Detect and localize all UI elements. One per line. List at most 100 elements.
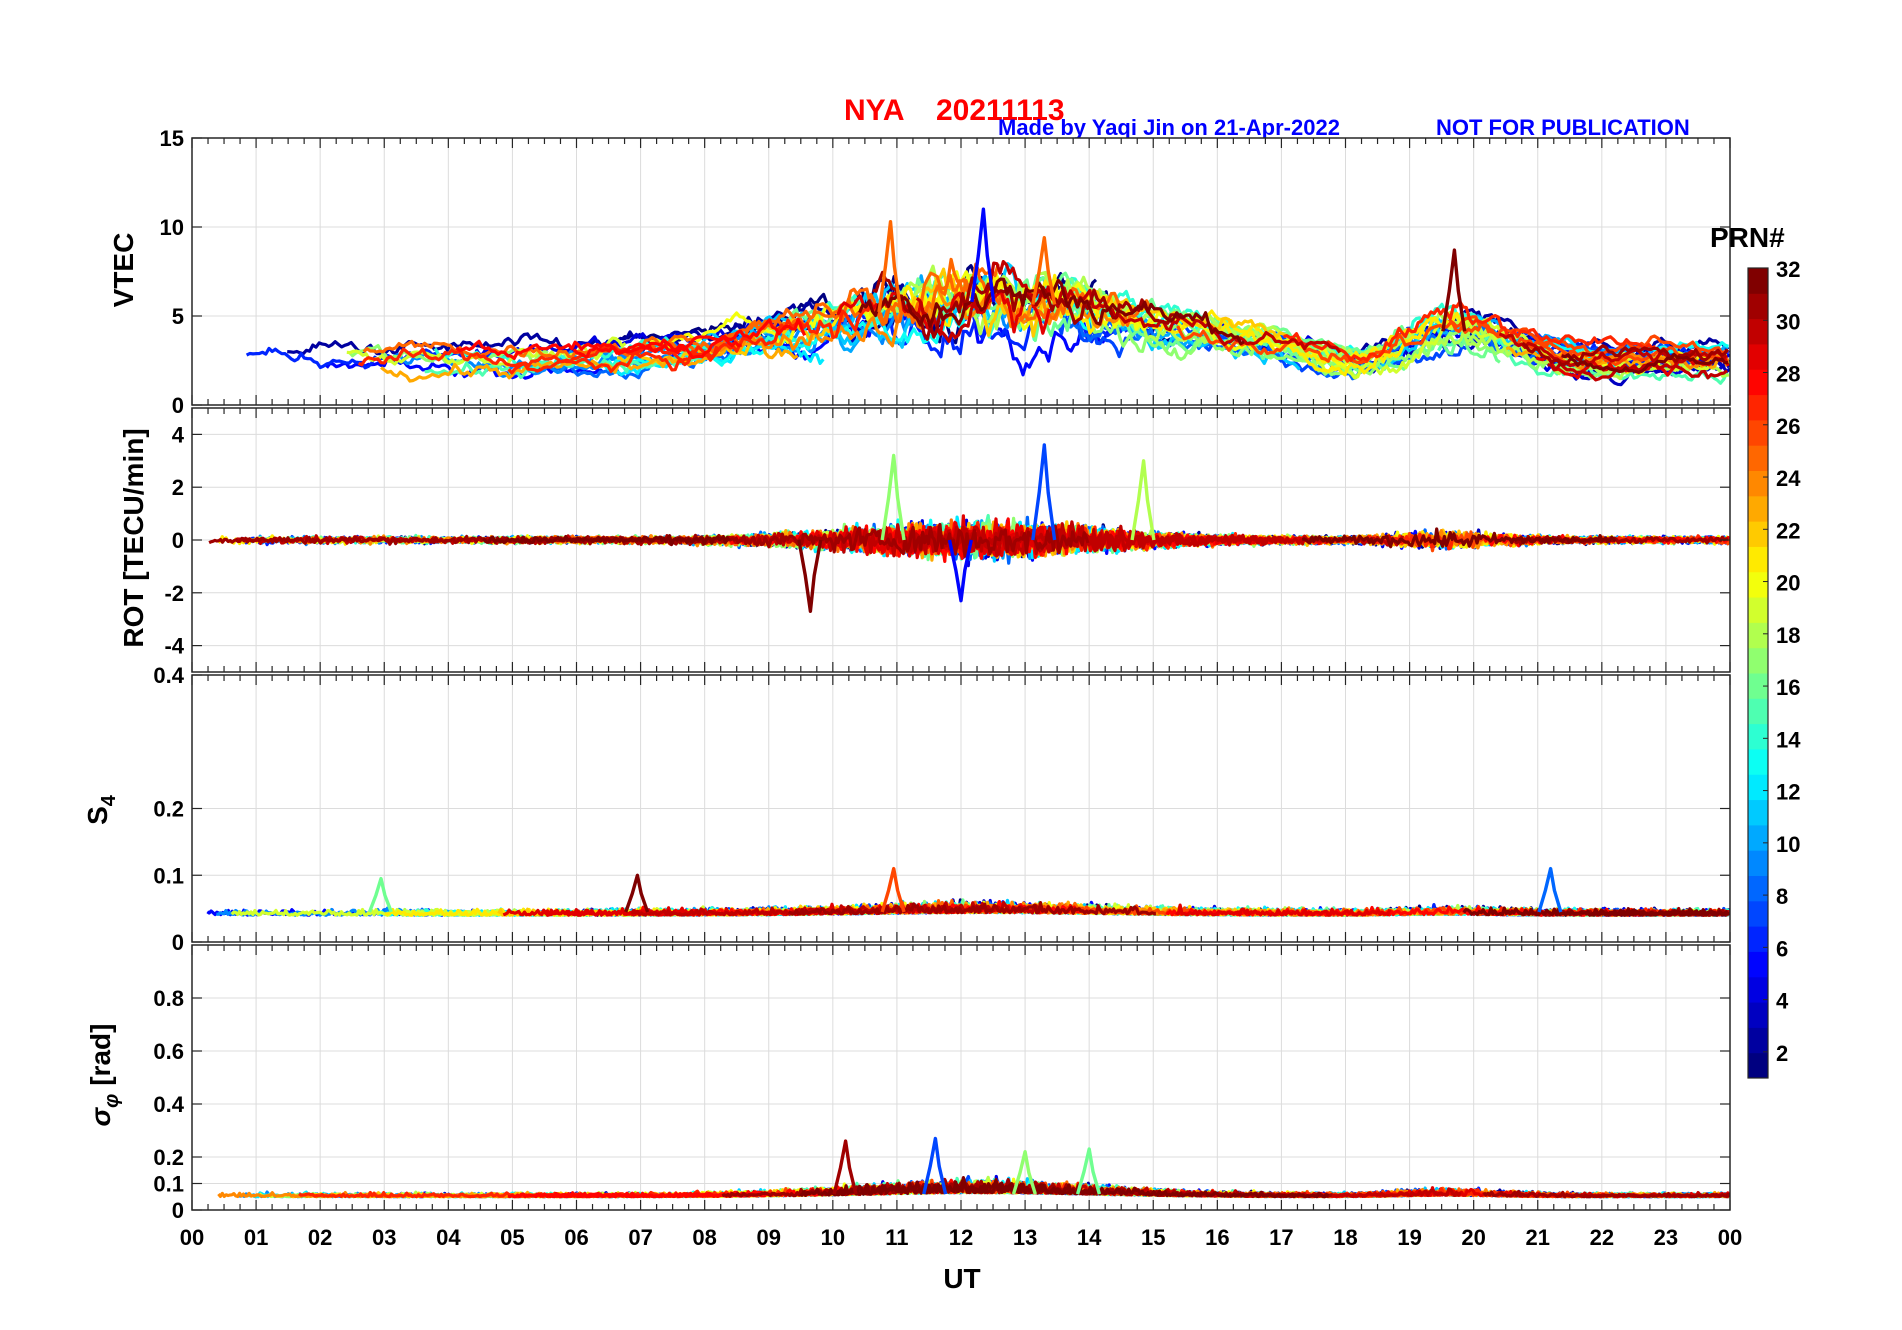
vtec-panel: 0 5 10 15 — [160, 126, 1731, 418]
xtick-label: 17 — [1269, 1225, 1293, 1250]
colorbar-band — [1748, 597, 1768, 623]
rot-ytick-label: 4 — [172, 422, 185, 447]
xtick-label: 14 — [1077, 1225, 1102, 1250]
sigma-phi-series — [217, 1136, 1730, 1199]
s4-y-ticks: 0 0.1 0.2 0.4 — [153, 663, 1730, 955]
xtick-label: 03 — [372, 1225, 396, 1250]
sigma-phi-peak-1 — [922, 1136, 948, 1195]
vtec-ylabel: VTEC — [108, 233, 139, 308]
colorbar-tick-label: 12 — [1776, 780, 1800, 805]
notice-text: NOT FOR PUBLICATION — [1436, 115, 1690, 140]
vtec-ytick-label: 5 — [172, 304, 184, 329]
xtick-label: 00 — [180, 1225, 204, 1250]
vtec-series-prn-31 — [872, 270, 1185, 341]
xtick-label: 02 — [308, 1225, 332, 1250]
colorbar-band — [1748, 1052, 1768, 1079]
x-axis-label: UT — [943, 1263, 980, 1294]
vtec-peak-1 — [970, 207, 996, 303]
colorbar-band — [1748, 521, 1768, 547]
vtec-series-prn-28 — [455, 335, 742, 361]
colorbar-band — [1748, 622, 1768, 649]
colorbar-tick-label: 30 — [1776, 309, 1800, 334]
xtick-label: 23 — [1654, 1225, 1678, 1250]
colorbar-band — [1748, 673, 1768, 699]
xtick-label: 04 — [436, 1225, 461, 1250]
xtick-label: 05 — [500, 1225, 524, 1250]
vtec-series-prn-26 — [1518, 338, 1728, 367]
xtick-label: 01 — [244, 1225, 268, 1250]
colorbar-band — [1748, 951, 1768, 978]
sigma-phi-ytick-label: 0.6 — [153, 1039, 184, 1064]
colorbar-band — [1748, 824, 1768, 851]
colorbar-band — [1748, 976, 1768, 1003]
colorbar-tick-label: 28 — [1776, 362, 1800, 387]
vtec-series-prn-32 — [1561, 352, 1729, 374]
colorbar-tick-label: 2 — [1776, 1041, 1788, 1066]
colorbar-tick-label: 8 — [1776, 884, 1788, 909]
s4-series — [206, 866, 1730, 917]
colorbar-band — [1748, 774, 1768, 801]
rot-ytick-label: 0 — [172, 528, 184, 553]
s4-peak-1 — [1537, 866, 1563, 913]
xtick-label: 19 — [1397, 1225, 1421, 1250]
colorbar-band — [1748, 1002, 1768, 1028]
vtec-peaks — [877, 207, 1467, 332]
colorbar-tick-label: 16 — [1776, 675, 1800, 700]
xtick-label: 07 — [628, 1225, 652, 1250]
colorbar-band — [1748, 495, 1768, 522]
s4-ylabel-main: S — [82, 806, 113, 825]
credit-text: Made by Yaqi Jin on 21-Apr-2022 — [998, 115, 1340, 140]
xtick-label: 09 — [757, 1225, 781, 1250]
rot-ylabel: ROT [TECU/min] — [118, 428, 149, 647]
vtec-series — [245, 207, 1730, 387]
vtec-series-prn-30 — [915, 260, 1342, 354]
colorbar-band — [1748, 900, 1768, 927]
sigma-phi-peak-0 — [832, 1139, 858, 1195]
xtick-label: 08 — [692, 1225, 716, 1250]
colorbar-band — [1748, 470, 1768, 497]
colorbar-band — [1748, 546, 1768, 573]
colorbar-band — [1748, 268, 1768, 294]
colorbar-tick-label: 4 — [1776, 989, 1789, 1014]
rot-ytick-label: 2 — [172, 475, 184, 500]
xtick-label: 10 — [821, 1225, 845, 1250]
colorbar-band — [1748, 748, 1768, 775]
colorbar-tick-label: 22 — [1776, 518, 1800, 543]
x-axis-tick-labels: 00 01 02 03 04 05 06 07 08 09 10 11 12 13 14 15 16 17 18 19… — [180, 1225, 1742, 1250]
vtec-series-prn-30 — [1547, 361, 1729, 382]
colorbar-tick-label: 6 — [1776, 936, 1788, 961]
s4-grid — [192, 675, 1730, 942]
colorbar-band — [1748, 1027, 1768, 1054]
rot-peak-3 — [797, 539, 823, 613]
s4-ylabel-sub: 4 — [98, 794, 120, 806]
rot-panel: -4 -2 0 2 4 — [164, 407, 1731, 673]
s4-peak-2 — [624, 873, 650, 913]
colorbar-label: PRN# — [1710, 222, 1785, 253]
s4-panel: 0 0.1 0.2 0.4 — [153, 663, 1731, 955]
s4-peaks — [367, 866, 1563, 913]
s4-x-ticks — [191, 675, 1731, 942]
sigma-phi-y-ticks: 00.10.2 0.4 0.6 0.8 — [153, 986, 1730, 1223]
xtick-label: 21 — [1526, 1225, 1550, 1250]
rot-ytick-label: -4 — [164, 634, 184, 659]
title-station: NYA — [844, 94, 905, 127]
colorbar-band — [1748, 318, 1768, 345]
sigma-phi-panel: 00.10.2 0.4 0.6 0.8 — [153, 944, 1731, 1223]
colorbar-band — [1748, 926, 1768, 952]
xtick-label: 06 — [564, 1225, 588, 1250]
title-date: 20211113 — [936, 94, 1065, 127]
colorbar-tick-label: 20 — [1776, 571, 1800, 596]
rot-peak-2 — [1130, 459, 1156, 541]
vtec-x-ticks — [191, 138, 1731, 405]
s4-ylabel: S4 — [82, 794, 120, 825]
vtec-series-prn-25 — [597, 257, 1152, 357]
vtec-y-ticks: 0 5 10 15 — [160, 126, 1730, 418]
colorbar-tick-label: 10 — [1776, 832, 1800, 857]
sigma-phi-ytick-label: 0.8 — [153, 986, 184, 1011]
sigma-phi-peaks — [832, 1136, 1102, 1195]
vtec-ytick-label: 10 — [160, 215, 184, 240]
xtick-label: 13 — [1013, 1225, 1037, 1250]
sigma-phi-x-ticks — [191, 945, 1731, 1210]
colorbar-band — [1748, 799, 1768, 826]
